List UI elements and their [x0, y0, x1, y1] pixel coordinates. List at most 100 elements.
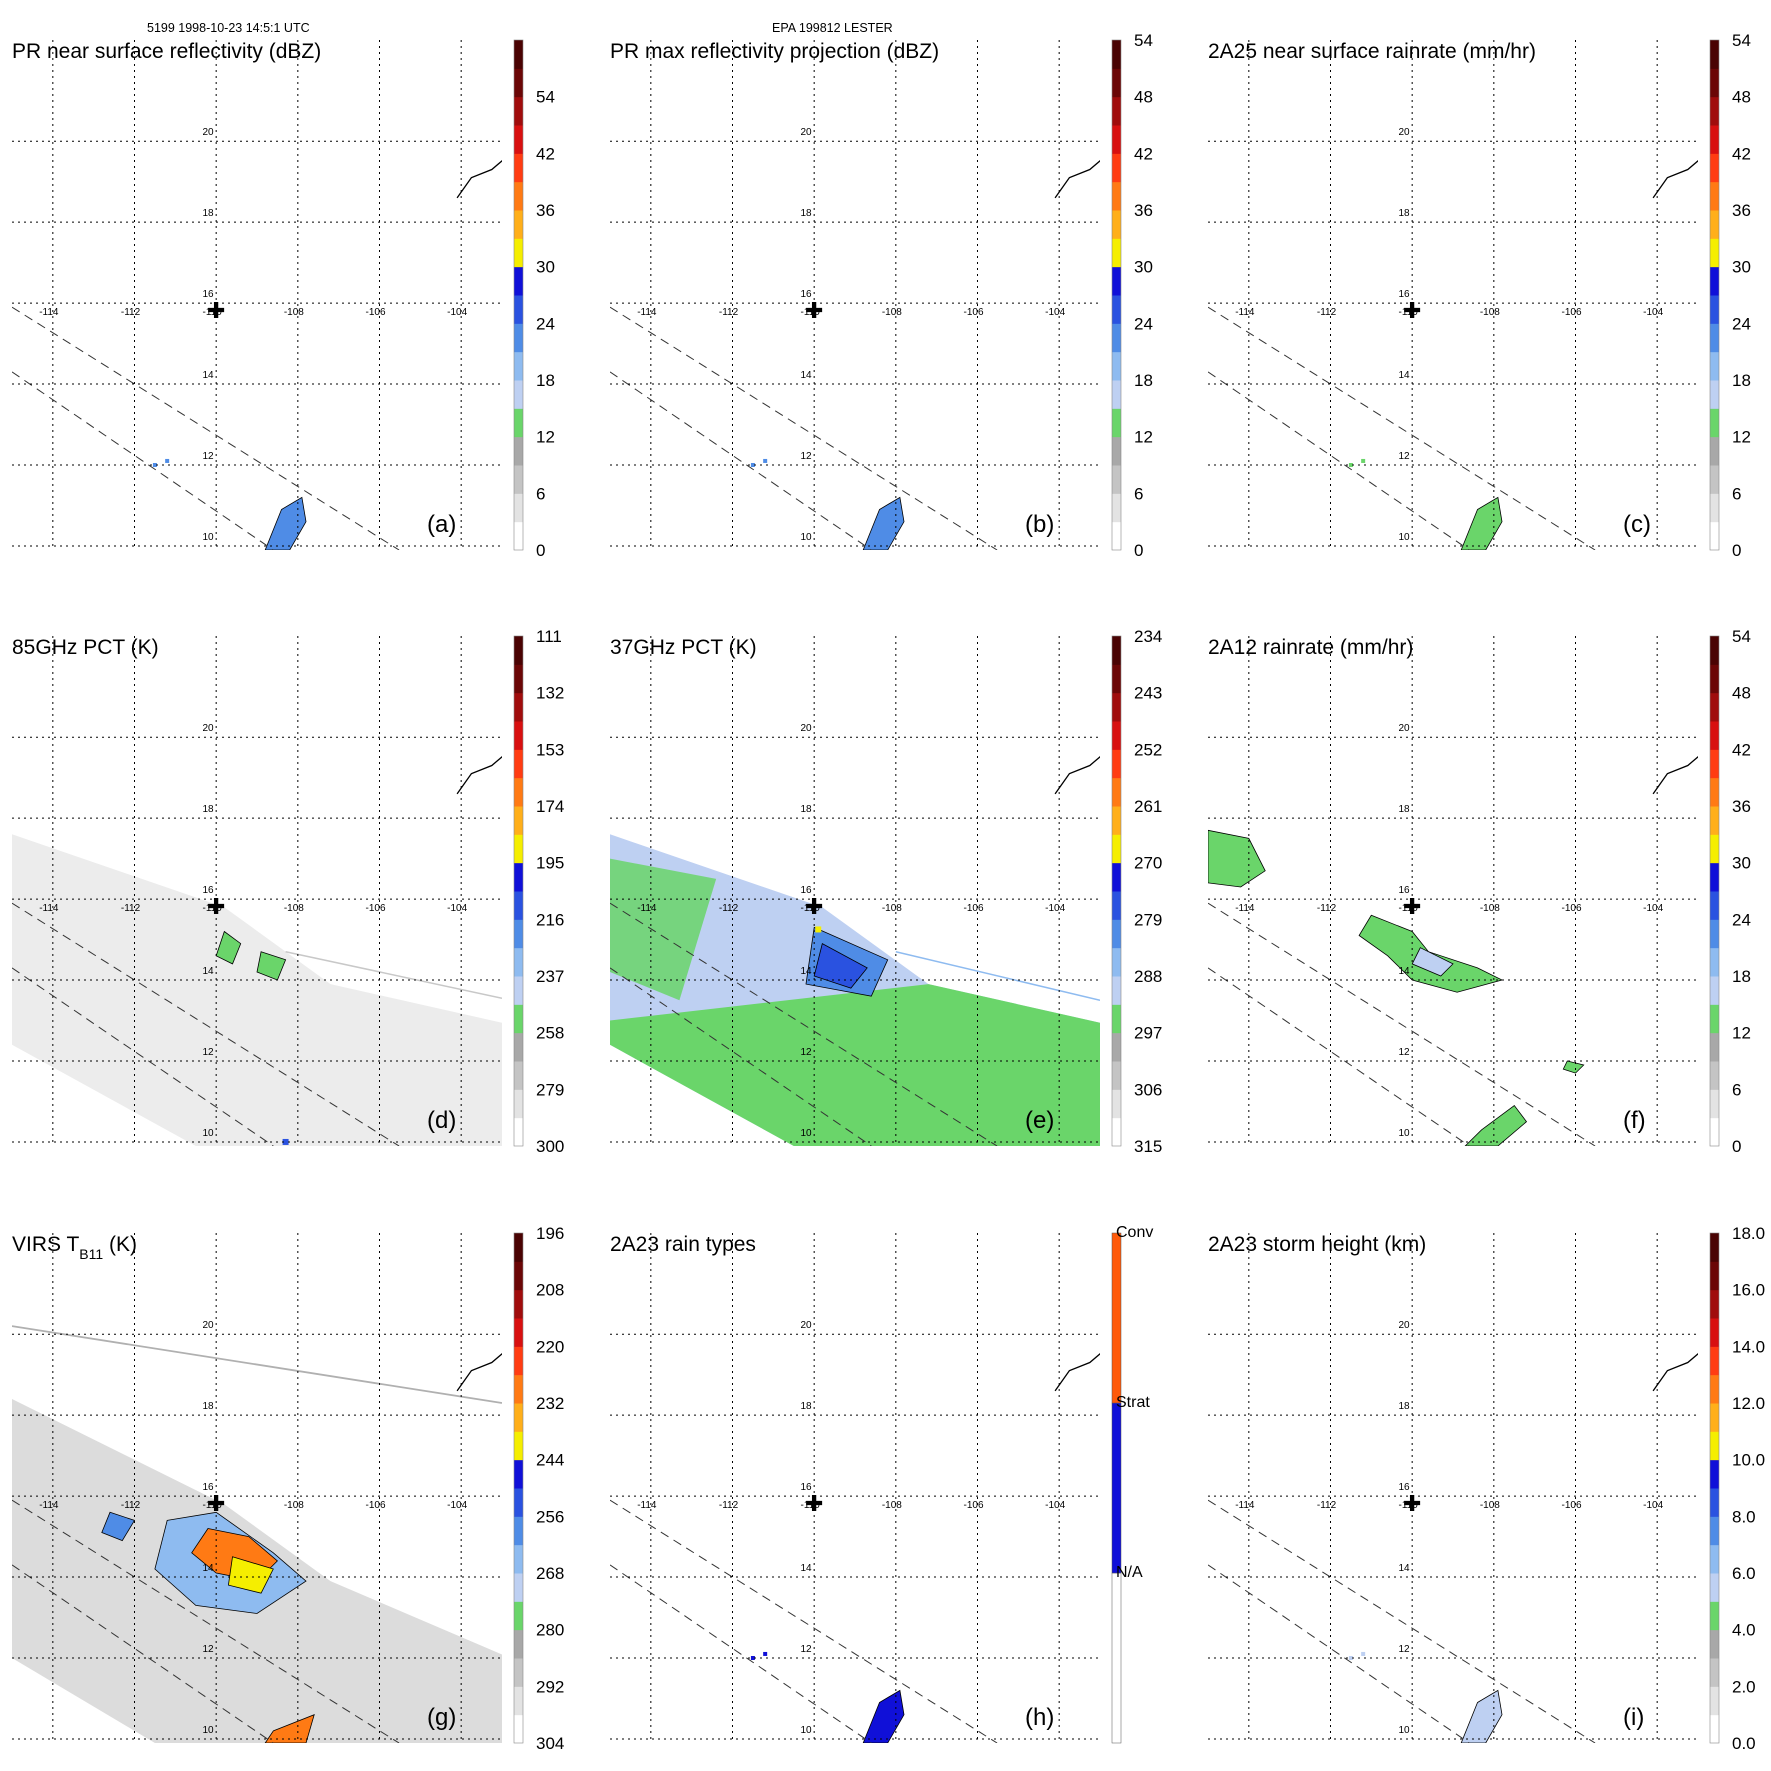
colorbar-swatch — [1710, 976, 1719, 1005]
plot-area: -114 -112 -110 -108 -106 -104 10 12 14 16 18 20 ✚ — [1208, 636, 1698, 1146]
map-panel-d: -114 -112 -110 -108 -106 -104 10 12 14 16 18 20 ✚ 85G… — [12, 627, 564, 1156]
lon-tick-label: -114 — [39, 903, 59, 914]
data-pixel — [1361, 1651, 1366, 1656]
colorbar-swatch — [1710, 408, 1719, 438]
colorbar-tick-label: 0 — [1134, 541, 1143, 560]
colorbar-swatch — [514, 521, 523, 551]
colorbar-frame — [513, 635, 524, 1147]
colorbar-tick-label: 174 — [536, 797, 564, 816]
colorbar-tick-label: 12 — [1732, 1024, 1751, 1043]
colorbar-tick-label: 232 — [536, 1394, 564, 1413]
colorbar-tick-label: 24 — [1732, 314, 1751, 333]
orbit-track-line — [285, 950, 502, 999]
colorbar-tick-label: 42 — [536, 144, 555, 163]
colorbar-tick-label: 36 — [1732, 797, 1751, 816]
colorbar-swatch — [1112, 862, 1121, 892]
colorbar-swatch — [514, 834, 523, 864]
colorbar-swatch — [514, 295, 523, 324]
swath-edge-line — [1208, 371, 1470, 550]
cloud-top-region — [264, 1714, 315, 1743]
map-panel-g: -114 -112 -110 -108 -106 -104 10 12 14 16 18 20 ✚ VIR… — [12, 1224, 564, 1753]
storm-center-marker: ✚ — [1403, 894, 1421, 919]
colorbar-swatch — [1710, 295, 1719, 324]
plot-area: -114 -112 -110 -108 -106 -104 10 12 14 16 18 20 ✚ — [1208, 40, 1698, 550]
lon-tick-label: -106 — [1561, 1500, 1581, 1511]
colorbar-swatch — [514, 1459, 523, 1489]
map-panel-a: -114 -112 -110 -108 -106 -104 10 12 14 16 18 20 ✚ PR … — [12, 39, 555, 560]
colorbar-swatch — [1710, 834, 1719, 864]
colorbar-tick-label: 256 — [536, 1507, 564, 1526]
data-pixel — [750, 1656, 755, 1660]
colorbar-swatch — [1710, 465, 1719, 494]
lat-tick-label: 12 — [202, 1047, 214, 1058]
colorbar-swatch — [514, 636, 523, 665]
lat-tick-label: 18 — [1398, 1401, 1410, 1412]
colorbar-swatch — [1710, 692, 1719, 722]
lat-tick-label: 12 — [800, 1047, 812, 1058]
lon-tick-label: -108 — [882, 307, 902, 318]
lon-tick-label: -108 — [1480, 307, 1500, 318]
swath-edge-line — [1208, 967, 1470, 1146]
storm-center-marker: ✚ — [1403, 1491, 1421, 1516]
colorbar-swatch — [1112, 919, 1121, 949]
panel-title: 2A23 rain types — [610, 1233, 756, 1256]
colorbar-swatch — [1112, 721, 1121, 750]
colorbar-swatch — [514, 1573, 523, 1602]
colorbar-tick-label: N/A — [1116, 1564, 1143, 1581]
colorbar-swatch — [1112, 1117, 1121, 1147]
colorbar-swatch — [514, 862, 523, 892]
colorbar-swatch — [1710, 96, 1719, 126]
colorbar-tick-label: 36 — [1732, 201, 1751, 220]
orbit-track-line — [12, 1325, 502, 1404]
lon-tick-label: -104 — [1045, 1500, 1065, 1511]
lat-tick-label: 14 — [1398, 966, 1410, 977]
colorbar-swatch — [514, 1629, 523, 1659]
data-pixel — [763, 458, 768, 463]
colorbar-swatch — [514, 1403, 523, 1432]
data-pixel — [152, 463, 157, 467]
colorbar-swatch — [514, 1686, 523, 1716]
colorbar-swatch — [1710, 40, 1719, 69]
colorbar-swatch — [1710, 1032, 1719, 1062]
colorbar-swatch — [514, 919, 523, 949]
colorbar-tick-label: 297 — [1134, 1024, 1162, 1043]
scattering-region — [813, 943, 868, 989]
colorbar-swatch — [1710, 1686, 1719, 1716]
lat-tick-label: 20 — [202, 723, 214, 734]
rain-echo — [264, 496, 307, 550]
colorbar-tick-label: 261 — [1134, 797, 1162, 816]
lon-tick-label: -106 — [365, 903, 385, 914]
colorbar-tick-label: 18 — [1732, 371, 1751, 390]
plot-area: -114 -112 -110 -108 -106 -104 10 12 14 16 18 20 ✚ — [610, 636, 1100, 1146]
lon-tick-label: -112 — [719, 307, 739, 318]
storm-center-marker: ✚ — [805, 894, 823, 919]
colorbar-tick-label: 48 — [1134, 88, 1153, 107]
colorbar-swatch — [514, 692, 523, 722]
lon-tick-label: -108 — [882, 903, 902, 914]
coastline — [456, 756, 502, 795]
data-pixel — [1348, 1656, 1353, 1660]
colorbar-tick-label: 306 — [1134, 1080, 1162, 1099]
lon-tick-label: -104 — [447, 307, 467, 318]
colorbar-tick-label: 54 — [536, 88, 555, 107]
lat-tick-label: 12 — [1398, 451, 1410, 462]
colorbar-swatch — [1710, 1658, 1719, 1687]
colorbar-swatch — [1710, 947, 1719, 977]
lat-tick-label: 18 — [1398, 804, 1410, 815]
swath-edge-line — [12, 1564, 274, 1743]
colorbar-swatch — [1112, 1004, 1121, 1034]
lon-tick-label: -114 — [1235, 903, 1255, 914]
plot-area: -114 -112 -110 -108 -106 -104 10 12 14 16 18 20 ✚ — [1208, 1233, 1698, 1743]
colorbar-swatch — [1710, 1117, 1719, 1147]
lon-tick-label: -108 — [284, 1500, 304, 1511]
colorbar-swatch — [1710, 1346, 1719, 1376]
colorbar-tick-label: 6 — [1732, 1080, 1741, 1099]
colorbar-swatch — [1710, 664, 1719, 694]
colorbar-swatch — [1112, 465, 1121, 494]
lon-tick-label: -108 — [284, 903, 304, 914]
colorbar-tick-label: 196 — [536, 1224, 564, 1243]
colorbar-swatch — [1710, 1004, 1719, 1034]
panel-letter-label: (i) — [1623, 1704, 1644, 1731]
colorbar-swatch — [1112, 749, 1121, 779]
lat-tick-label: 20 — [1398, 723, 1410, 734]
